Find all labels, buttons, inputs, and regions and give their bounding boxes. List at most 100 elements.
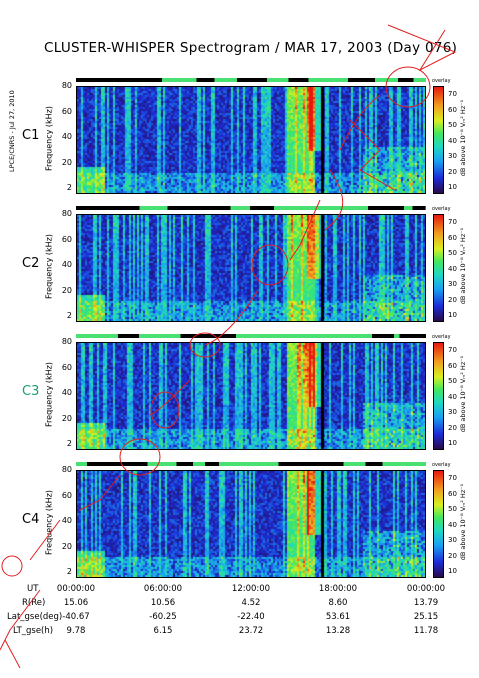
colorbar-tick-label: 30 [448,152,457,160]
colorbar-tick-label: 70 [448,474,457,482]
x-tick-label: 00:00:00 [406,584,446,594]
colorbar-tick-label: 40 [448,264,457,273]
spectrogram-canvas [77,471,425,577]
status-strip [76,334,426,338]
orbit-value: 23.72 [238,626,264,636]
colorbar-tick-label: 40 [448,520,457,529]
colorbar-tick-label: 70 [448,90,457,98]
y-tick-label: 80 [61,465,72,474]
orbit-value: -22.40 [237,612,265,622]
y-tick-label: 20 [61,541,72,551]
orbit-value: 11.78 [413,626,439,636]
colorbar-tick-label: 60 [448,105,457,114]
panel-c2: C2 Frequency (kHz) 80 60 40 20 2 overlay 70 60 50 4… [0,206,479,328]
y-tick-label: 20 [61,157,72,167]
colorbar-tick-label: 50 [448,505,457,513]
colorbar [433,342,444,450]
orbit-value: 13.28 [325,626,351,636]
colorbar [433,86,444,194]
colorbar-tick-label: 30 [448,536,457,544]
row-label-ut: UT [27,584,39,594]
colorbar [433,470,444,578]
spacecraft-label: C1 [22,128,40,143]
spectrogram-canvas [77,215,425,321]
orbit-value: -40.67 [62,612,90,622]
y-tick-label: 60 [61,362,72,372]
status-strip [76,78,426,82]
y-tick-label: 40 [61,388,72,397]
y-tick-label: 80 [61,337,72,346]
spectrogram-canvas [77,343,425,449]
y-tick-label: 80 [61,81,72,90]
colorbar-tick-label: 10 [448,311,457,319]
y-tick-label: 40 [61,260,72,269]
spacecraft-label: C2 [22,256,40,271]
y-tick-label: 40 [61,132,72,141]
colorbar-tick-label: 70 [448,346,457,354]
y-tick-label: 80 [61,209,72,218]
x-tick-label: 06:00:00 [143,584,183,594]
colorbar-tick-label: 50 [448,249,457,257]
y-tick-label: 2 [66,439,72,448]
page-title: CLUSTER-WHISPER Spectrogram / MAR 17, 20… [44,40,458,56]
spectrogram-plot [76,470,426,578]
y-tick-label: 60 [61,234,72,244]
colorbar-label: dB above 10⁻⁸ Vₘ² Hz⁻¹ [459,99,467,177]
orbit-value: -60.25 [149,612,177,622]
y-tick-label: 2 [66,567,72,576]
x-tick-label: 12:00:00 [231,584,271,594]
colorbar-tick-label: 50 [448,121,457,129]
status-strip [76,206,426,210]
colorbar-tick-label: 60 [448,233,457,242]
y-tick-label: 2 [66,183,72,192]
orbit-value: 6.15 [153,626,173,636]
orbit-value: 9.78 [66,626,86,636]
colorbar-tick-label: 50 [448,377,457,385]
colorbar-top-label: overlay [432,334,451,340]
spectrogram-canvas [77,87,425,193]
y-tick-label: 20 [61,413,72,423]
colorbar-tick-label: 60 [448,489,457,498]
colorbar-top-label: overlay [432,206,451,212]
colorbar-tick-label: 30 [448,408,457,416]
colorbar-tick-label: 30 [448,280,457,288]
colorbar-tick-label: 40 [448,392,457,401]
orbit-value: 13.79 [413,598,439,608]
y-tick-label: 40 [61,516,72,525]
spectrogram-plot [76,86,426,194]
spectrogram-plot [76,342,426,450]
y-tick-label: 60 [61,490,72,500]
y-tick-label: 60 [61,106,72,116]
colorbar-tick-label: 20 [448,423,457,432]
y-tick-label: 2 [66,311,72,320]
orbit-value: 4.52 [241,598,261,608]
orbit-value: 25.15 [413,612,439,622]
orbit-value: 15.06 [63,598,89,608]
colorbar [433,214,444,322]
colorbar-tick-label: 20 [448,551,457,560]
colorbar-label: dB above 10⁻⁸ Vₘ² Hz⁻¹ [459,483,467,561]
y-tick-label: 20 [61,285,72,295]
status-strip [76,462,426,466]
colorbar-tick-label: 20 [448,167,457,176]
colorbar-top-label: overlay [432,78,451,84]
colorbar-tick-label: 10 [448,183,457,191]
x-tick-label: 18:00:00 [318,584,358,594]
spacecraft-label: C3 [22,384,40,399]
colorbar-tick-label: 60 [448,361,457,370]
colorbar-tick-label: 10 [448,567,457,575]
colorbar-tick-label: 10 [448,439,457,447]
colorbar-tick-label: 70 [448,218,457,226]
spectrogram-plot [76,214,426,322]
colorbar-label: dB above 10⁻⁸ Vₘ² Hz⁻¹ [459,355,467,433]
colorbar-top-label: overlay [432,462,451,468]
panel-c4: C4 Frequency (kHz) 80 60 40 20 2 overlay 70 60 50 4… [0,462,479,584]
spacecraft-label: C4 [22,512,40,527]
orbit-value: 8.60 [328,598,348,608]
x-tick-label: 00:00:00 [56,584,96,594]
orbit-value: 53.61 [325,612,351,622]
orbit-value: 10.56 [150,598,176,608]
panel-c3: C3 Frequency (kHz) 80 60 40 20 2 overlay 70 60 50 4… [0,334,479,456]
panel-c1: C1 Frequency (kHz) 80 60 40 20 2 overlay 70 60 50 4… [0,78,479,200]
colorbar-label: dB above 10⁻⁸ Vₘ² Hz⁻¹ [459,227,467,305]
